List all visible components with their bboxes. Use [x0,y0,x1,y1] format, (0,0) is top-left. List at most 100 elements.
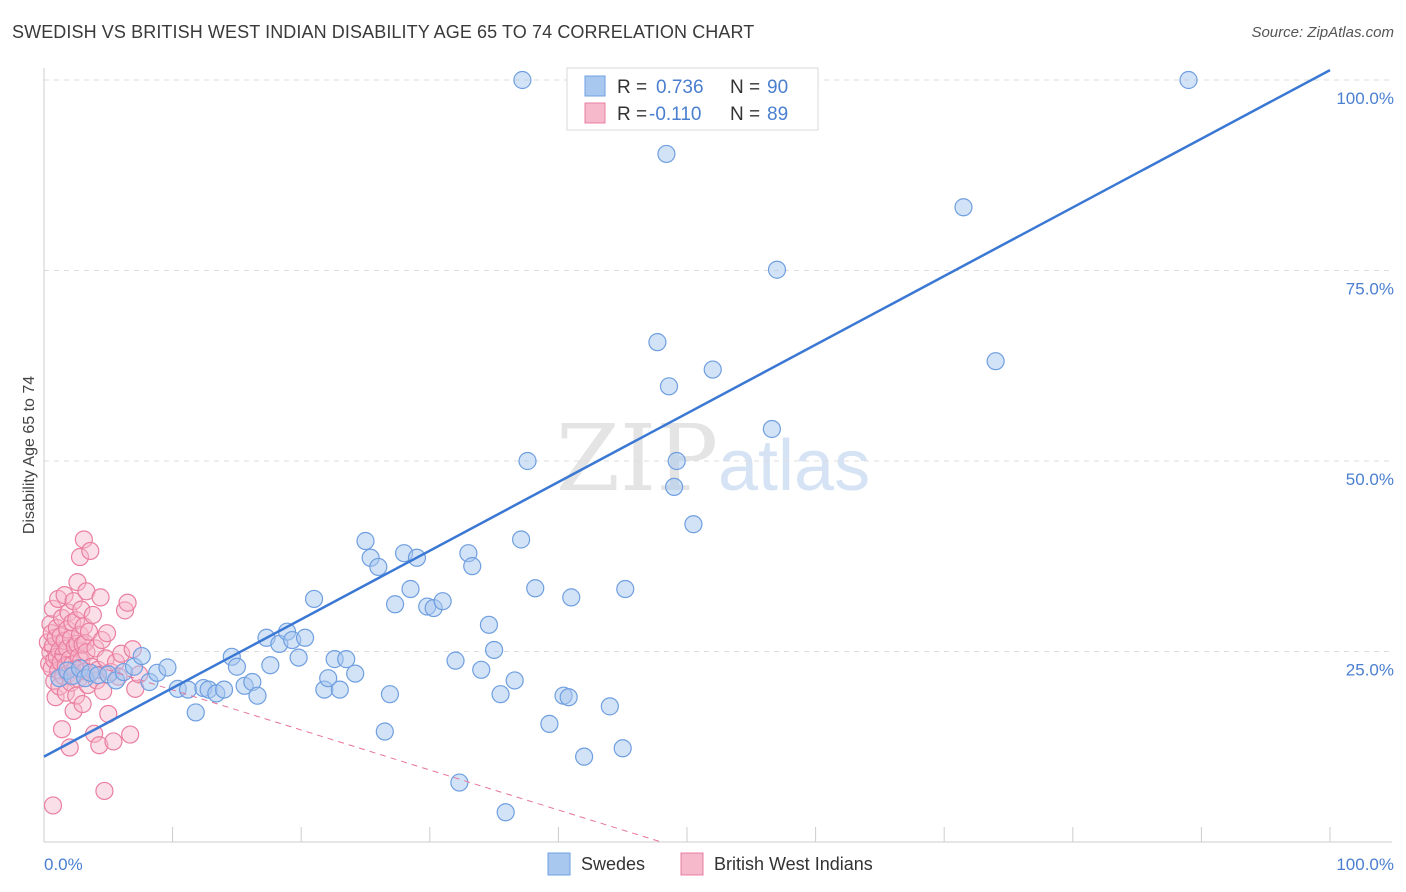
swedes-point [496,803,515,822]
swedes-point [665,477,684,497]
x-axis-ticks [43,827,1331,842]
swedes-point [401,579,420,599]
swedes-point [485,640,504,660]
swedes-point [380,685,400,704]
legend-bwi-r-value: -0.110 [649,104,701,125]
bwi-point [70,547,90,567]
legend-swedes-n-label: N = [730,77,760,98]
swedes-point [330,680,349,699]
bwi-point [104,732,123,751]
source-credit: Source: ZipAtlas.com [1251,24,1394,41]
swedes-point [613,739,632,758]
swedes-point [657,144,676,164]
legend-bwi-r-label: R = [617,104,647,125]
swedes-point [505,671,524,690]
swedes-point [540,714,559,733]
swedes-point [369,557,388,577]
swedes-point [512,530,531,549]
legend-bwi-n-value: 89 [767,104,788,125]
swedes-point [346,664,365,683]
swedes-trend-line [43,68,1331,758]
bwi-point [55,586,74,605]
y-tick-label-50: 50.0% [1346,470,1394,489]
swedes-point [289,648,308,667]
bwi-point [52,720,72,739]
y-tick-label-100: 100.0% [1336,89,1394,108]
series-legend-swedes-label: Swedes [581,854,645,874]
swedes-point [132,646,151,666]
legend-bwi-swatch [584,102,606,124]
swedes-point [319,669,338,688]
swedes-point [616,579,635,599]
legend-bwi-n-label: N = [730,104,760,125]
bwi-point [43,796,63,815]
bwi-point [97,624,117,643]
swedes-point [648,333,667,352]
swedes-point [337,650,356,669]
swedes-point [158,658,177,677]
gridlines [44,79,1392,652]
bwi-point [79,622,99,641]
swedes-point [356,531,375,551]
watermark-zip: ZIP [556,405,718,512]
swedes-point [1179,70,1198,90]
bwi-point [112,644,131,663]
swedes-point [450,773,469,792]
y-tick-label-25: 25.0% [1346,661,1394,680]
swedes-point [186,703,205,722]
bwi-point [64,701,83,721]
swedes-point [600,697,619,716]
swedes-point [433,592,452,611]
bwi-point [91,588,110,607]
swedes-point [526,579,545,598]
swedes-point [562,588,581,607]
swedes-point [575,747,594,766]
swedes-point [479,615,499,634]
swedes-point [304,589,324,609]
bwi-point [95,781,114,801]
watermark-atlas: atlas [718,426,870,506]
bwi-point [83,605,102,625]
swedes-point [295,628,315,647]
legend-swedes-r-value: 0.736 [656,77,704,98]
swedes-point [446,651,465,670]
bwi-point [77,643,96,662]
bwi-point [81,541,100,561]
swedes-point [375,722,394,741]
swedes-point [463,557,482,576]
swedes-point [472,660,491,679]
correlation-legend: R = 0.736 N = 90 R = -0.110 N = 89 [566,67,819,131]
swedes-point [261,656,280,675]
swedes-point [762,419,781,439]
legend-swedes-r-label: R = [617,77,647,98]
series-legend-bwi-swatch [680,852,704,876]
swedes-point [954,198,973,217]
swedes-point [667,451,686,471]
swedes-point [227,657,246,676]
x-tick-label-min: 0.0% [44,855,83,874]
swedes-point [986,352,1005,371]
bwi-point [74,530,93,549]
swedes-point [491,685,510,704]
swedes-point [248,686,267,705]
swedes-point [214,680,234,699]
bwi-point [46,688,65,707]
swedes-point [559,688,578,707]
chart-title: SWEDISH VS BRITISH WEST INDIAN DISABILIT… [12,22,755,42]
legend-swedes-swatch [584,75,606,97]
y-tick-label-75: 75.0% [1346,280,1394,299]
bwi-point [118,593,137,612]
y-tick-labels: 25.0% 50.0% 75.0% 100.0% [1336,89,1394,680]
swedes-point [659,377,679,396]
bwi-point [90,736,109,755]
swedes-point [513,70,532,90]
swedes-point [703,360,722,379]
series-legend-bwi-label: British West Indians [714,854,873,874]
bwi-point [121,725,140,744]
series-legend: Swedes British West Indians [547,852,873,876]
swedes-point [518,451,537,471]
y-axis-label: Disability Age 65 to 74 [21,376,38,534]
series-legend-swedes-swatch [547,852,571,876]
legend-box [566,67,819,131]
